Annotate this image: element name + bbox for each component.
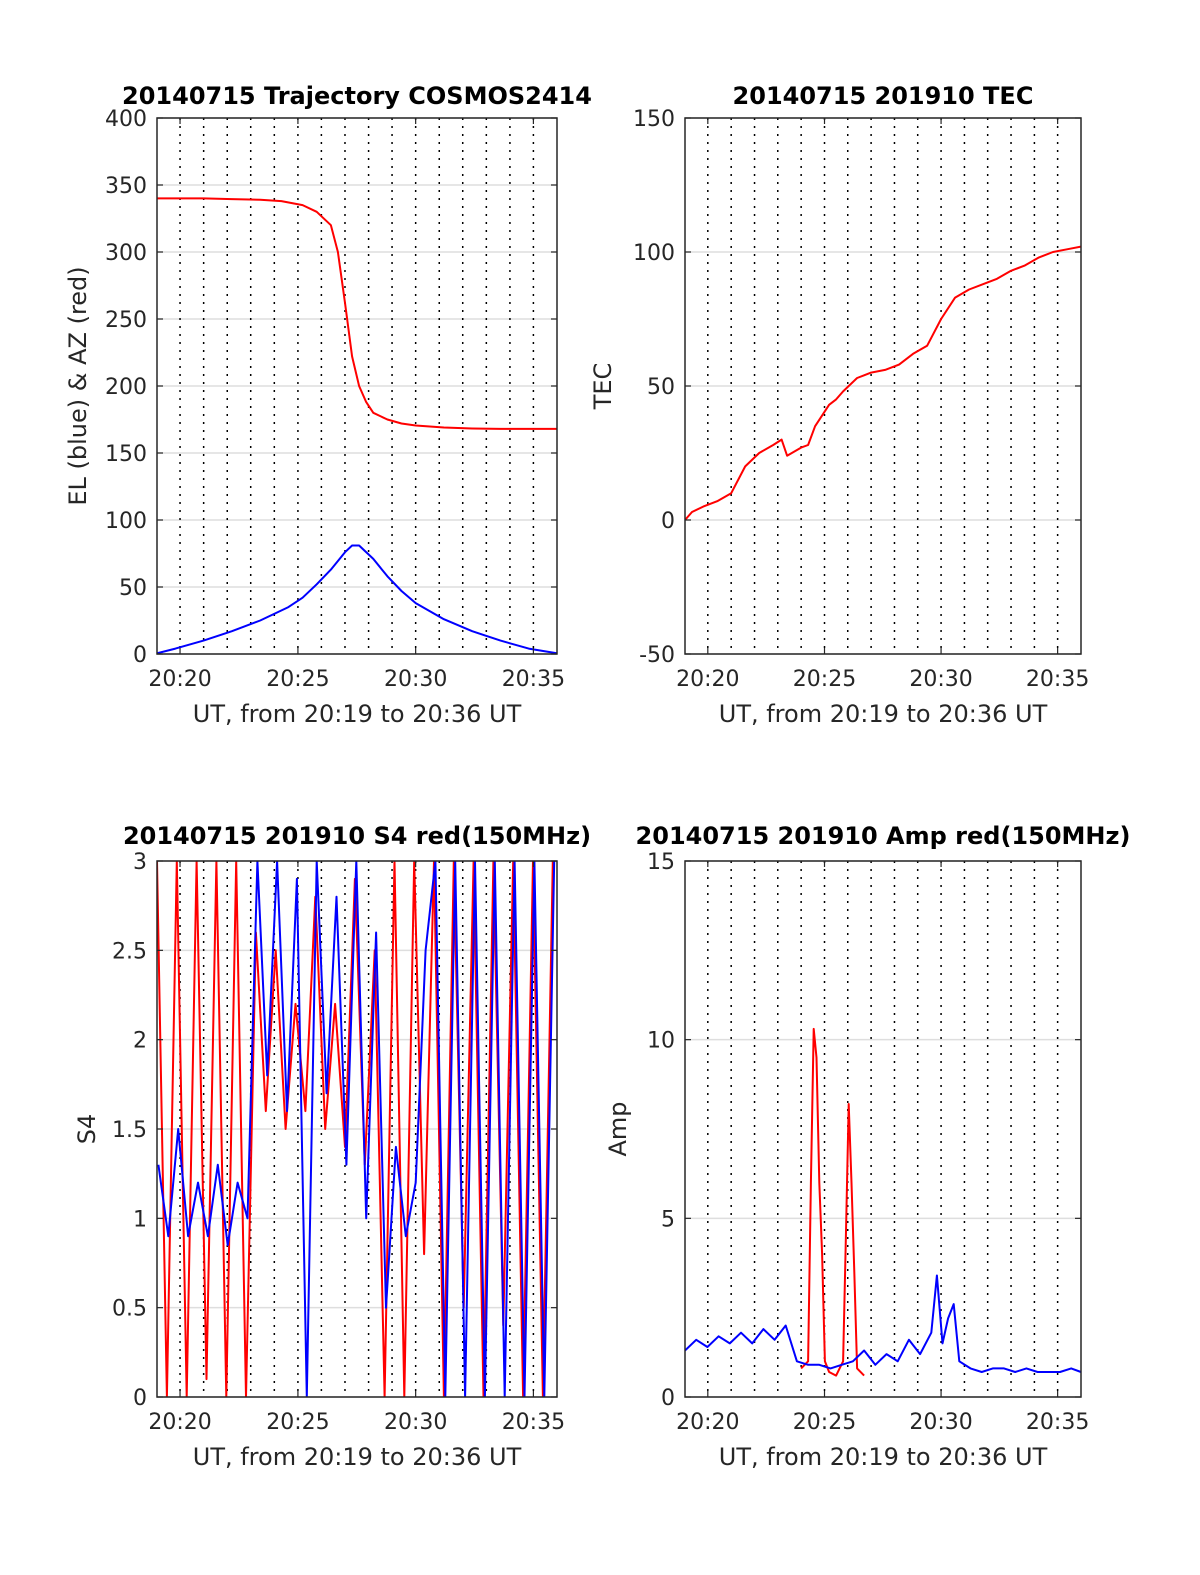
- amp-plot: 20140715 201910 Amp red(150MHz) UT, from…: [604, 822, 1130, 1471]
- amp-xlabel: UT, from 20:19 to 20:36 UT: [719, 1443, 1048, 1471]
- x-tick-label: 20:35: [1026, 1410, 1089, 1435]
- x-tick-label: 20:35: [502, 1410, 565, 1435]
- series-line-0: [800, 1027, 865, 1377]
- y-tick-label: 0.5: [112, 1297, 147, 1322]
- y-tick-label: 3: [133, 850, 147, 875]
- y-tick-label: 1: [133, 1207, 147, 1232]
- y-tick-label: 50: [647, 375, 675, 400]
- y-tick-label: 10: [647, 1029, 675, 1054]
- series-line-1: [157, 544, 557, 654]
- series-line-0: [685, 245, 1081, 521]
- series-line-1: [157, 861, 556, 1397]
- trajectory-xlabel: UT, from 20:19 to 20:36 UT: [193, 700, 522, 728]
- y-tick-label: 350: [105, 174, 147, 199]
- trajectory-ylabel: EL (blue) & AZ (red): [64, 266, 92, 505]
- x-tick-label: 20:35: [502, 667, 565, 692]
- x-tick-label: 20:35: [1026, 667, 1089, 692]
- amp-title: 20140715 201910 Amp red(150MHz): [636, 822, 1131, 850]
- y-tick-label: 300: [105, 241, 147, 266]
- tec-plot: 20140715 201910 TEC UT, from 20:19 to 20…: [589, 82, 1089, 728]
- x-tick-label: 20:25: [266, 667, 329, 692]
- x-tick-label: 20:30: [384, 667, 447, 692]
- y-tick-label: 400: [105, 107, 147, 132]
- s4-xlabel: UT, from 20:19 to 20:36 UT: [193, 1443, 522, 1471]
- y-tick-label: 2.5: [112, 939, 147, 964]
- tec-xlabel: UT, from 20:19 to 20:36 UT: [719, 700, 1048, 728]
- y-tick-label: 15: [647, 850, 675, 875]
- series-line-0: [157, 197, 557, 430]
- y-tick-label: 0: [661, 509, 675, 534]
- tec-ylabel: TEC: [589, 363, 617, 411]
- y-tick-label: 5: [661, 1207, 675, 1232]
- series-line-1: [685, 1274, 1081, 1373]
- y-tick-label: 150: [633, 107, 675, 132]
- x-tick-label: 20:30: [909, 1410, 972, 1435]
- y-tick-label: 100: [105, 509, 147, 534]
- x-tick-label: 20:20: [676, 1410, 739, 1435]
- y-tick-label: 2: [133, 1029, 147, 1054]
- axes-frame: [684, 860, 1082, 1398]
- x-tick-label: 20:20: [148, 1410, 211, 1435]
- trajectory-title: 20140715 Trajectory COSMOS2414: [122, 82, 592, 110]
- y-tick-label: 0: [133, 1386, 147, 1411]
- y-tick-label: 200: [105, 375, 147, 400]
- y-tick-label: 100: [633, 241, 675, 266]
- x-tick-label: 20:25: [793, 1410, 856, 1435]
- x-tick-label: 20:25: [793, 667, 856, 692]
- x-tick-label: 20:20: [676, 667, 739, 692]
- trajectory-plot: 20140715 Trajectory COSMOS2414 UT, from …: [64, 82, 592, 728]
- y-tick-label: 50: [119, 576, 147, 601]
- x-tick-label: 20:20: [148, 667, 211, 692]
- tec-title: 20140715 201910 TEC: [733, 82, 1034, 110]
- y-tick-label: 0: [661, 1386, 675, 1411]
- s4-title: 20140715 201910 S4 red(150MHz): [123, 822, 591, 850]
- x-tick-label: 20:30: [909, 667, 972, 692]
- s4-ylabel: S4: [73, 1114, 101, 1145]
- y-tick-label: -50: [639, 643, 675, 668]
- x-tick-label: 20:25: [266, 1410, 329, 1435]
- y-tick-label: 0: [133, 643, 147, 668]
- s4-plot: 20140715 201910 S4 red(150MHz) UT, from …: [73, 822, 591, 1471]
- y-tick-label: 1.5: [112, 1118, 147, 1143]
- amp-ylabel: Amp: [604, 1101, 632, 1156]
- y-tick-label: 150: [105, 442, 147, 467]
- x-tick-label: 20:30: [384, 1410, 447, 1435]
- y-tick-label: 250: [105, 308, 147, 333]
